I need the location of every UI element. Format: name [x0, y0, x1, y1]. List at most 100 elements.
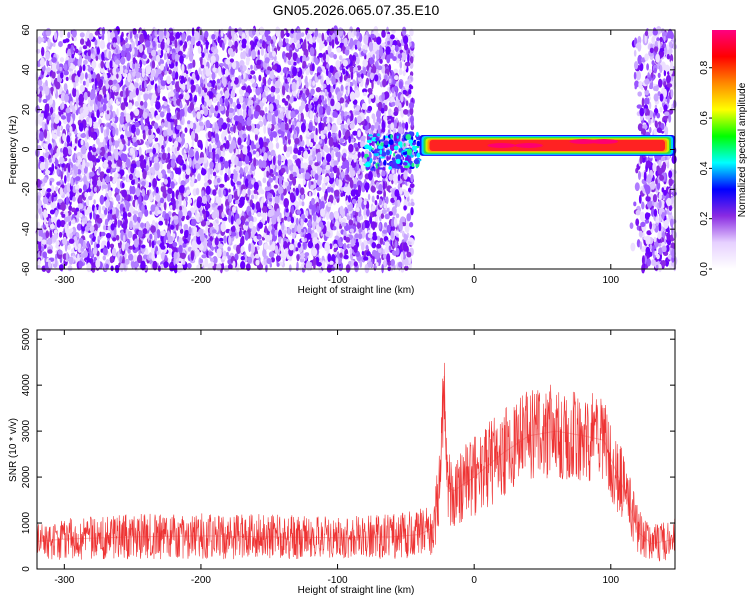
spectrogram-cell — [109, 243, 115, 249]
spectrogram-cell — [74, 48, 79, 54]
spectrogram-cell — [128, 253, 134, 261]
spectrogram-cell — [119, 115, 125, 125]
spectrogram-cell — [72, 87, 77, 98]
spectrogram-cell — [371, 79, 374, 90]
spectrogram-cell — [210, 46, 214, 52]
spectrogram-cell — [343, 243, 347, 251]
spectrogram-cell — [298, 200, 303, 206]
spectrogram-cell — [43, 143, 49, 149]
spectrogram-cell — [111, 136, 114, 143]
spectrogram-cell — [141, 244, 146, 249]
spectrogram-cell — [280, 238, 284, 248]
spectrogram-cell — [309, 142, 314, 148]
spectrogram-cell — [267, 66, 272, 71]
spectrogram-cell — [290, 216, 295, 224]
spectrogram-cell — [346, 78, 351, 83]
spectrogram-cell — [390, 259, 395, 267]
spectrogram-cell — [173, 263, 178, 274]
spectrogram-cell — [232, 101, 237, 108]
spectrogram-cell — [291, 238, 295, 245]
spectrogram-cell — [325, 231, 331, 237]
spectrogram-cell — [50, 184, 55, 194]
spectrogram-cell — [105, 111, 111, 121]
spectrogram-cell — [228, 40, 233, 47]
spectrogram-cell — [248, 29, 253, 35]
spectrogram-cell — [263, 170, 267, 179]
spectrogram-cell — [52, 42, 56, 47]
spectrogram-cell — [371, 195, 375, 203]
spectrogram-cell — [86, 198, 89, 207]
spectrogram-cell — [56, 181, 61, 186]
spectrogram-cell — [265, 68, 271, 75]
spectrogram-cell — [179, 228, 184, 234]
spectrogram-cell — [138, 108, 144, 116]
spectrogram-cell — [135, 77, 139, 83]
spectrogram-cell — [200, 82, 204, 88]
spectrogram-cell — [85, 72, 88, 80]
spectrogram-cell — [154, 231, 158, 242]
spectrogram-cell — [95, 214, 100, 220]
spectrogram-cell — [107, 189, 113, 198]
spectrogram-cell — [200, 157, 205, 164]
spectrogram-cell — [333, 248, 337, 253]
spectrogram-cell — [386, 207, 390, 212]
spectrogram-cell — [305, 81, 309, 89]
spectrogram-cell — [354, 89, 360, 98]
spectrogram-cell — [283, 198, 290, 208]
spectrogram-cell — [46, 59, 49, 67]
spectrogram-cell — [240, 255, 245, 261]
spectrogram-cell — [333, 54, 337, 60]
spectrogram-cell — [286, 147, 292, 152]
spectrogram-cell — [325, 54, 330, 63]
spectrogram-cell — [391, 101, 396, 107]
spectrogram-cell — [38, 228, 44, 238]
spectrogram-cell — [60, 204, 65, 211]
spectrogram-cell — [135, 71, 141, 79]
spectrogram-cell — [82, 184, 87, 192]
spectrogram-cell — [263, 141, 268, 147]
spectrogram-cell — [190, 130, 196, 141]
spectrogram-cell — [237, 27, 243, 35]
spectrogram-cell — [320, 85, 324, 91]
spectrogram-cell — [101, 231, 106, 237]
spectrogram-cell — [365, 77, 370, 86]
spectrogram-cell — [68, 256, 74, 265]
spectrogram-cell — [205, 39, 209, 50]
spectrogram-cell — [163, 53, 167, 61]
spectrogram-cell — [109, 256, 114, 264]
spectrogram-cell — [96, 243, 100, 248]
spectrogram-cell — [214, 48, 219, 55]
spectrogram-cell — [62, 238, 68, 246]
spectrogram-cell — [189, 43, 194, 50]
spectrogram-cell — [96, 47, 101, 55]
spectrogram-cell — [321, 182, 326, 193]
spectrogram-cell — [285, 151, 291, 158]
spectrogram-cell — [265, 264, 268, 273]
spectrogram-cell — [154, 137, 159, 142]
spectrogram-cell — [58, 63, 64, 69]
spectrogram-cell — [401, 122, 406, 129]
spectrogram-cell — [134, 199, 138, 210]
spectrogram-cell — [124, 258, 130, 265]
spectrogram-cell — [172, 70, 176, 79]
spectrogram-cell — [90, 47, 94, 54]
spectrogram-cell — [232, 260, 236, 269]
spectrogram-cell — [190, 79, 195, 85]
spectrogram-cell — [367, 233, 373, 239]
spectrogram-cell — [89, 160, 94, 170]
spectrogram-cell — [336, 47, 342, 53]
spectrogram-cell — [329, 243, 333, 250]
spectrogram-cell — [271, 215, 277, 225]
spectrogram-cell — [187, 40, 191, 46]
spectrogram-cell — [129, 91, 134, 101]
spectrogram-cell — [250, 64, 253, 70]
spectrogram-cell — [149, 193, 154, 202]
spectrogram-cell — [161, 148, 166, 153]
spectrogram-cell — [404, 84, 409, 90]
spectrogram-cell — [288, 264, 292, 272]
spectrogram-cell — [90, 128, 95, 133]
spectrogram-cell — [166, 163, 171, 171]
spectrogram-cell — [92, 116, 97, 123]
spectrogram-cell — [408, 187, 412, 193]
spectrogram-cell — [151, 60, 156, 69]
